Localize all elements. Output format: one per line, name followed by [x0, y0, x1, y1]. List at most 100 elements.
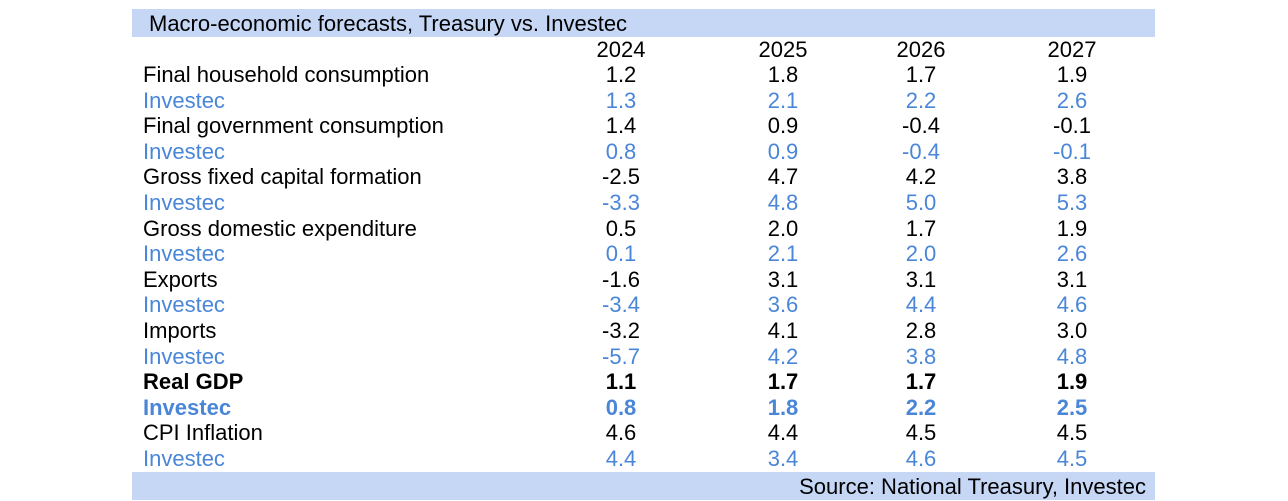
cell-value: 2.0: [905, 241, 937, 267]
cell-value: 1.4: [605, 113, 637, 139]
cell-value: 1.7: [905, 62, 937, 87]
cell-value: -0.1: [1053, 138, 1091, 164]
cell-value: 2.0: [767, 215, 799, 241]
row-label: Exports: [143, 266, 218, 292]
title-band: [132, 9, 1155, 37]
cell-value: 4.5: [1056, 420, 1088, 446]
cell-value: 4.4: [605, 446, 637, 471]
table-row: Real GDP 1.1 1.7 1.7 1.9: [0, 369, 1288, 395]
cell-value: 1.9: [1056, 62, 1088, 87]
year-header: 2024: [596, 37, 646, 62]
cell-value: -0.4: [902, 138, 940, 164]
cell-value: 4.6: [1056, 292, 1088, 318]
table-row: Investec 0.1 2.1 2.0 2.6: [0, 241, 1288, 267]
row-label: Real GDP: [143, 369, 244, 395]
cell-value: -2.5: [602, 164, 640, 190]
cell-value: -1.6: [602, 266, 640, 292]
cell-value: 1.7: [905, 215, 937, 241]
cell-value: 2.6: [1056, 87, 1088, 113]
row-label: Investec: [143, 292, 225, 318]
row-label: CPI Inflation: [143, 420, 263, 446]
cell-value: 1.7: [767, 369, 799, 395]
row-label: Investec: [143, 446, 225, 471]
cell-value: 2.1: [767, 241, 799, 267]
cell-value: 3.1: [767, 266, 799, 292]
cell-value: 2.1: [767, 87, 799, 113]
cell-value: 4.4: [905, 292, 937, 318]
cell-value: 4.1: [767, 318, 799, 343]
cell-value: 3.0: [1056, 318, 1088, 343]
cell-value: 4.2: [905, 164, 937, 190]
row-label: Final government consumption: [143, 113, 444, 139]
cell-value: -3.3: [602, 190, 640, 215]
cell-value: 0.8: [605, 394, 637, 420]
row-label: Investec: [143, 343, 225, 369]
cell-value: 2.5: [1056, 394, 1088, 420]
table-row: Investec -3.3 4.8 5.0 5.3: [0, 190, 1288, 216]
cell-value: 2.2: [905, 87, 937, 113]
cell-value: 4.5: [1056, 446, 1088, 471]
row-label: Gross domestic expenditure: [143, 215, 417, 241]
row-label: Investec: [143, 138, 225, 164]
cell-value: -0.1: [1053, 113, 1091, 139]
cell-value: 4.4: [767, 420, 799, 446]
cell-value: -3.4: [602, 292, 640, 318]
cell-value: 1.8: [767, 62, 799, 87]
source-note: Source: National Treasury, Investec: [799, 474, 1146, 499]
cell-value: 4.6: [605, 420, 637, 446]
cell-value: 0.8: [605, 138, 637, 164]
cell-value: 4.8: [1056, 343, 1088, 369]
cell-value: 2.6: [1056, 241, 1088, 267]
row-label: Investec: [143, 87, 225, 113]
row-label: Final household consumption: [143, 62, 430, 87]
cell-value: 1.7: [905, 369, 937, 395]
cell-value: 2.2: [905, 394, 937, 420]
row-label: Investec: [143, 190, 225, 215]
cell-value: 4.6: [905, 446, 937, 471]
cell-value: 3.1: [1056, 266, 1088, 292]
cell-value: 1.9: [1056, 215, 1088, 241]
cell-value: -5.7: [602, 343, 640, 369]
cell-value: 4.2: [767, 343, 799, 369]
cell-value: 0.1: [605, 241, 637, 267]
cell-value: 3.1: [905, 266, 937, 292]
cell-value: 3.4: [767, 446, 799, 471]
row-label: Imports: [143, 318, 217, 343]
table-row: Gross fixed capital formation -2.5 4.7 4.2 3…: [0, 164, 1288, 190]
table-title: Macro-economic forecasts, Treasury vs. I…: [149, 11, 628, 36]
cell-value: 0.9: [767, 138, 799, 164]
row-label: Investec: [143, 241, 225, 267]
cell-value: 0.5: [605, 215, 637, 241]
footer-band: [132, 472, 1155, 500]
year-header: 2026: [896, 37, 946, 62]
cell-value: -3.2: [602, 318, 640, 343]
cell-value: -0.4: [902, 113, 940, 139]
table-row: Investec 1.3 2.1 2.2 2.6: [0, 88, 1288, 114]
cell-value: 1.3: [605, 87, 637, 113]
table-row: Investec 4.4 3.4 4.6 4.5: [0, 446, 1288, 472]
cell-value: 5.0: [905, 190, 937, 215]
table-row: Gross domestic expenditure 0.5 2.0 1.7 1.9: [0, 216, 1288, 242]
table-row: Imports -3.2 4.1 2.8 3.0: [0, 318, 1288, 344]
cell-value: 3.6: [767, 292, 799, 318]
cell-value: 1.9: [1056, 369, 1088, 395]
cell-value: 4.7: [767, 164, 799, 190]
cell-value: 0.9: [767, 113, 799, 139]
cell-value: 5.3: [1056, 190, 1088, 215]
cell-value: 4.5: [905, 420, 937, 446]
cell-value: 3.8: [905, 343, 937, 369]
table-row: Final household consumption 1.2 1.8 1.7 1.9: [0, 62, 1288, 88]
table-row: CPI Inflation 4.6 4.4 4.5 4.5: [0, 420, 1288, 446]
year-header: 2025: [758, 37, 808, 62]
cell-value: 1.1: [605, 369, 637, 395]
row-label: Investec: [143, 394, 232, 420]
table-row: Investec -5.7 4.2 3.8 4.8: [0, 344, 1288, 370]
cell-value: 4.8: [767, 190, 799, 215]
table-row: Final government consumption 1.4 0.9 -0.4 -0…: [0, 113, 1288, 139]
cell-value: 2.8: [905, 318, 937, 343]
table-row: Investec 0.8 1.8 2.2 2.5: [0, 395, 1288, 421]
cell-value: 3.8: [1056, 164, 1088, 190]
row-label: Gross fixed capital formation: [143, 164, 422, 190]
table-row: Investec 0.8 0.9 -0.4 -0.1: [0, 139, 1288, 165]
cell-value: 1.8: [767, 394, 799, 420]
